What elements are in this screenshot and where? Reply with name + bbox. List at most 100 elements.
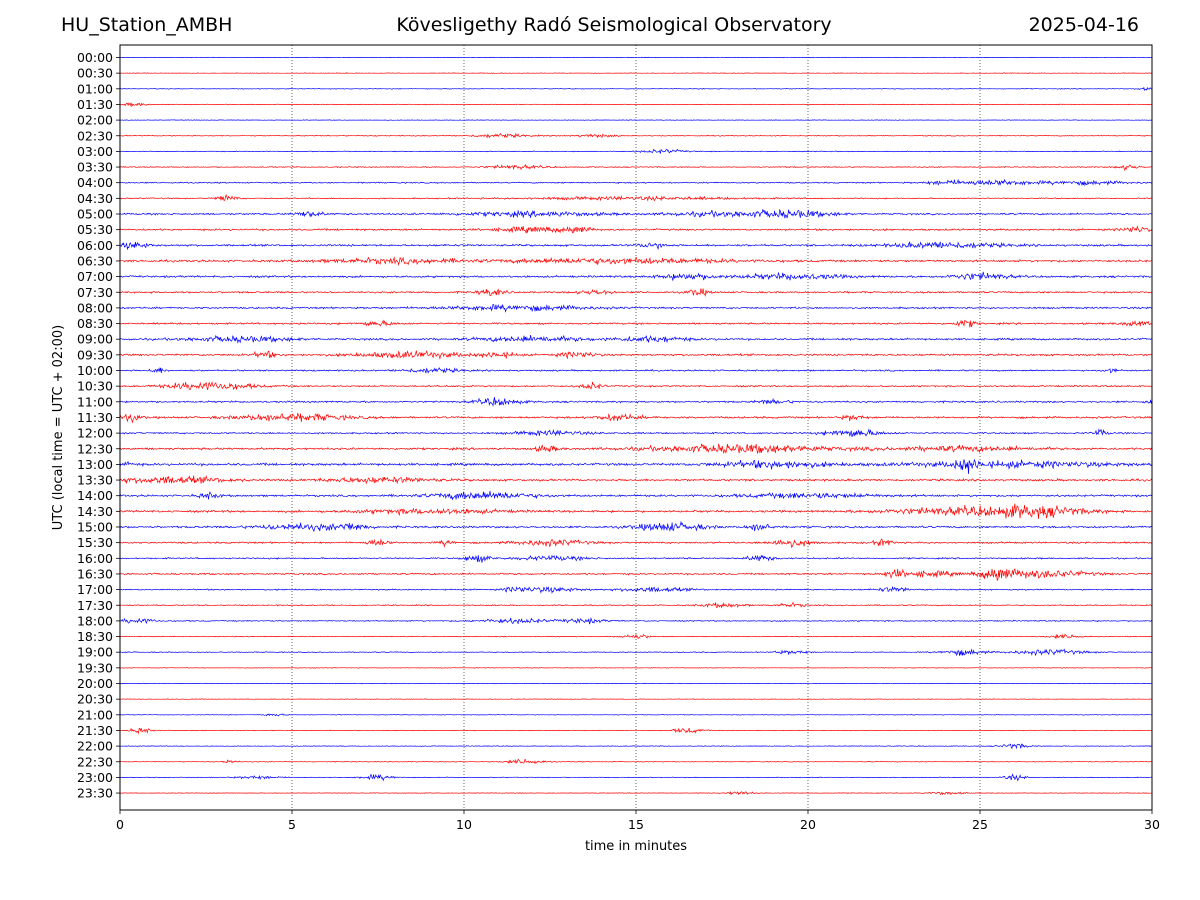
x-tick-label: 30: [1144, 817, 1160, 832]
trace-row: [120, 682, 1153, 685]
y-tick-label: 18:00: [77, 613, 113, 628]
x-tick-label: 5: [288, 817, 296, 832]
y-tick-label: 10:00: [77, 363, 113, 378]
y-tick-label: 13:00: [77, 457, 113, 472]
trace-row: [119, 601, 1153, 609]
y-tick-label: 11:00: [77, 394, 113, 409]
trace-row: [119, 241, 1153, 251]
y-tick-label: 16:30: [77, 566, 113, 581]
trace-row: [119, 288, 1153, 298]
y-tick-label: 05:30: [77, 222, 113, 237]
trace-row: [119, 350, 1153, 360]
y-tick-label: 07:00: [77, 269, 113, 284]
trace-row: [119, 443, 1153, 454]
trace-row: [119, 474, 1153, 485]
trace-row: [120, 698, 1153, 700]
trace-row: [119, 225, 1153, 234]
y-tick-label: 15:00: [77, 520, 113, 535]
y-tick-label: 01:00: [77, 81, 113, 96]
trace-row: [119, 554, 1153, 563]
y-tick-label: 23:30: [77, 786, 113, 801]
y-tick-label: 19:00: [77, 645, 113, 660]
y-tick-label: 11:30: [77, 410, 113, 425]
trace-row: [119, 193, 1153, 202]
y-tick-label: 03:30: [77, 160, 113, 175]
trace-row: [119, 319, 1153, 328]
x-axis-label: time in minutes: [585, 839, 687, 854]
y-tick-label: 10:30: [77, 379, 113, 394]
y-tick-label: 13:30: [77, 473, 113, 488]
y-tick-label: 22:00: [77, 739, 113, 754]
trace-row: [119, 490, 1153, 501]
chart-title: Kövesligethy Radó Seismological Observat…: [396, 14, 832, 36]
y-tick-label: 07:30: [77, 285, 113, 300]
trace-row: [119, 178, 1153, 187]
y-tick-label: 03:00: [77, 144, 113, 159]
y-tick-label: 08:30: [77, 316, 113, 331]
y-tick-label: 21:30: [77, 723, 113, 738]
y-tick-label: 01:30: [77, 97, 113, 112]
station-name: HU_Station_AMBH: [61, 14, 233, 36]
y-tick-label: 09:30: [77, 347, 113, 362]
trace-row: [119, 458, 1153, 475]
trace-row: [119, 163, 1153, 172]
trace-row: [119, 743, 1152, 750]
trace-row: [119, 102, 1153, 108]
trace-row: [119, 397, 1153, 407]
y-tick-label: 20:30: [77, 692, 113, 707]
x-tick-label: 15: [628, 817, 644, 832]
trace-row: [119, 791, 1153, 796]
y-tick-label: 19:30: [77, 660, 113, 675]
trace-row: [120, 633, 1152, 640]
trace-row: [119, 208, 1153, 219]
y-tick-label: 04:00: [77, 175, 113, 190]
y-tick-label: 08:00: [77, 300, 113, 315]
trace-row: [119, 617, 1153, 625]
x-tick-label: 25: [972, 817, 988, 832]
trace-row: [119, 713, 1152, 717]
y-tick-label: 12:00: [77, 426, 113, 441]
y-tick-label: 06:30: [77, 253, 113, 268]
x-tick-label: 0: [116, 817, 124, 832]
trace-row: [119, 412, 1153, 424]
y-tick-label: 02:00: [77, 113, 113, 128]
trace-row: [120, 586, 1153, 594]
trace-row: [119, 538, 1153, 548]
trace-row: [119, 119, 1153, 121]
y-tick-label: 16:00: [77, 551, 113, 566]
y-tick-label: 20:00: [77, 676, 113, 691]
y-tick-label: 14:00: [77, 488, 113, 503]
y-tick-label: 00:30: [77, 66, 113, 81]
y-tick-label: 15:30: [77, 535, 113, 550]
y-tick-label: 18:30: [77, 629, 113, 644]
trace-row: [119, 667, 1152, 669]
chart-date: 2025-04-16: [1028, 14, 1139, 36]
trace-row: [119, 303, 1153, 313]
y-tick-label: 17:00: [77, 582, 113, 597]
y-tick-label: 22:30: [77, 754, 113, 769]
trace-row: [119, 648, 1153, 657]
trace-row: [119, 367, 1153, 374]
y-tick-label: 05:00: [77, 207, 113, 222]
trace-row: [119, 520, 1153, 533]
y-tick-label: 00:00: [77, 50, 113, 65]
trace-row: [119, 334, 1153, 344]
trace-row: [120, 72, 1153, 74]
y-tick-label: 21:00: [77, 707, 113, 722]
trace-row: [119, 271, 1153, 281]
y-tick-label: 17:30: [77, 598, 113, 613]
trace-row: [119, 568, 1153, 582]
trace-row: [119, 503, 1153, 519]
trace-row: [119, 256, 1153, 266]
trace-row: [119, 381, 1153, 391]
y-tick-label: 06:00: [77, 238, 113, 253]
y-tick-label: 12:30: [77, 441, 113, 456]
x-tick-label: 20: [800, 817, 816, 832]
trace-row: [120, 132, 1152, 139]
trace-row: [119, 758, 1153, 764]
trace-row: [119, 727, 1153, 735]
x-tick-label: 10: [456, 817, 472, 832]
trace-row: [119, 428, 1153, 438]
